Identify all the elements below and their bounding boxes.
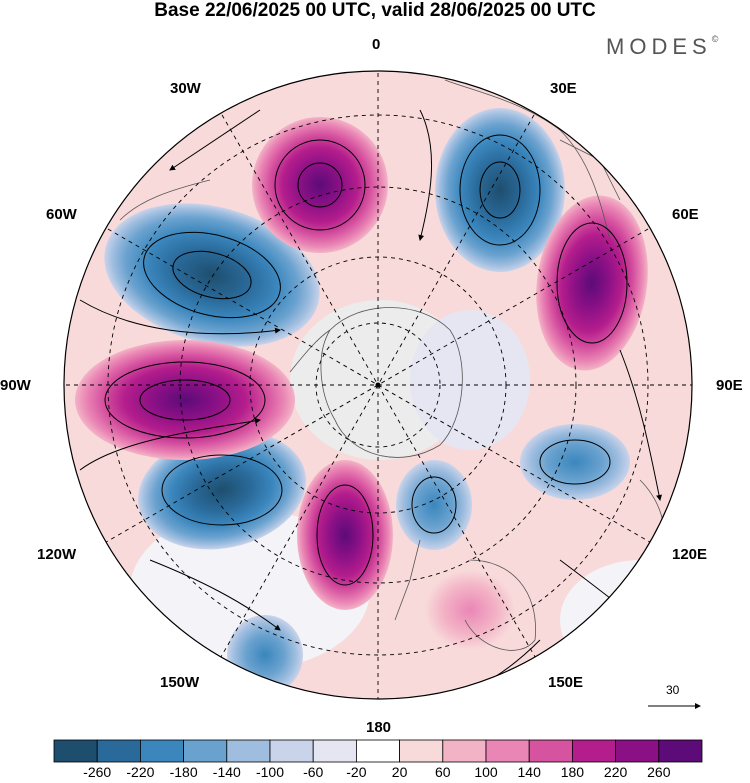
colorbar-swatch xyxy=(96,739,141,763)
colorbar-tick-label: -20 xyxy=(346,764,367,780)
colorbar-tick-label: -260 xyxy=(83,764,112,780)
colorbar-swatch xyxy=(312,739,357,763)
colorbar-swatch xyxy=(183,739,228,763)
colorbar-swatch xyxy=(485,739,530,763)
lon-label-150e: 150E xyxy=(548,674,584,691)
low-anomaly-30e xyxy=(435,108,565,272)
colorbar-swatch xyxy=(572,739,617,763)
colorbar-tick-label: 100 xyxy=(474,764,498,780)
lon-label-90e: 90E xyxy=(716,377,743,394)
lon-label-150w: 150W xyxy=(160,674,200,691)
map-boundary xyxy=(63,70,693,700)
reference-vector-label: 30 xyxy=(666,683,680,697)
colorbar-swatch xyxy=(615,739,660,763)
high-anomaly-170w xyxy=(297,460,393,610)
colorbar-swatch xyxy=(53,739,98,763)
colorbar-swatch xyxy=(399,739,444,763)
colorbar-tick-label: 180 xyxy=(560,764,585,780)
colorbar-tick-label: 220 xyxy=(603,764,628,780)
low-anomaly-160e xyxy=(396,460,472,550)
high-anomaly-60e xyxy=(536,195,648,371)
lon-label-120w: 120W xyxy=(37,546,77,563)
lon-label-180: 180 xyxy=(366,719,392,736)
colorbar-swatch xyxy=(528,739,573,763)
brand-name: MODES xyxy=(606,34,712,59)
lon-label-30w: 30W xyxy=(170,80,201,97)
colorbar-tick-label: 20 xyxy=(391,764,408,780)
colorbar-tick-label: 260 xyxy=(647,764,671,780)
lon-label-0: 0 xyxy=(372,36,381,53)
colorbar-tick-label: -180 xyxy=(169,764,198,780)
lon-label-90w: 90W xyxy=(0,377,31,394)
lon-label-120e: 120E xyxy=(672,546,708,563)
colorbar-tick-label: -140 xyxy=(212,764,241,780)
lon-label-60w: 60W xyxy=(46,206,77,223)
lon-label-60e: 60E xyxy=(672,206,699,223)
brand-mark: © xyxy=(711,34,719,44)
colorbar-swatch xyxy=(139,739,184,763)
lon-label-30e: 30E xyxy=(550,80,577,97)
low-anomaly-south-atlantic xyxy=(104,203,320,347)
colorbar-tick-label: 60 xyxy=(435,764,451,780)
colorbar-swatch xyxy=(442,739,487,763)
low-anomaly-150w xyxy=(227,615,303,695)
high-anomaly-90w xyxy=(75,340,295,460)
anomaly-field xyxy=(64,71,692,699)
high-anomaly-150e xyxy=(425,570,515,650)
colorbar xyxy=(53,739,703,763)
colorbar-tick-label: -100 xyxy=(255,764,285,780)
south-pole-marker xyxy=(375,382,381,388)
colorbar-swatch xyxy=(226,739,271,763)
colorbar-tick-label: -220 xyxy=(126,764,155,780)
colorbar-swatch xyxy=(269,739,314,763)
high-anomaly-20w xyxy=(252,117,388,253)
low-anomaly-120w xyxy=(137,430,307,550)
colorbar-swatch xyxy=(355,739,400,763)
low-anomaly-110e xyxy=(520,424,630,500)
colorbar-tick-label: -60 xyxy=(303,764,324,780)
colorbar-swatch xyxy=(658,739,703,763)
map-title: Base 22/06/2025 00 UTC, valid 28/06/2025… xyxy=(154,0,596,21)
brand-logo: MODES© xyxy=(606,34,718,60)
coastlines xyxy=(119,79,665,651)
colorbar-tick-label: 140 xyxy=(517,764,541,780)
